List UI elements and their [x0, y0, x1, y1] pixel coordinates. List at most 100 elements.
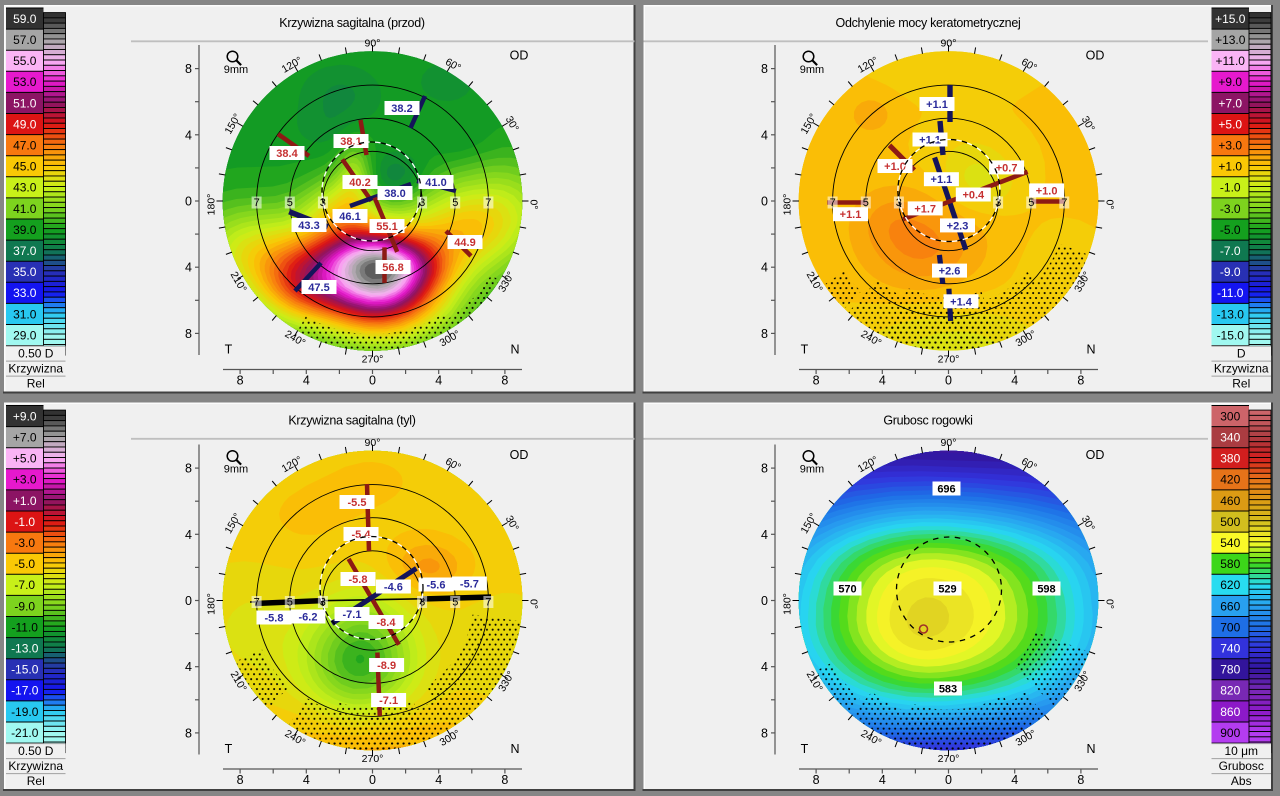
- svg-text:8: 8: [501, 374, 508, 388]
- svg-text:270°: 270°: [362, 354, 384, 366]
- svg-text:10 μm: 10 μm: [1224, 744, 1258, 758]
- svg-text:8: 8: [1077, 773, 1084, 787]
- svg-text:49.0: 49.0: [13, 117, 37, 131]
- svg-text:860: 860: [1220, 705, 1240, 719]
- svg-text:340: 340: [1220, 430, 1240, 444]
- svg-text:+9.0: +9.0: [13, 409, 37, 423]
- svg-text:-8.9: -8.9: [377, 660, 396, 672]
- svg-text:0: 0: [185, 594, 192, 608]
- svg-text:-1.0: -1.0: [1220, 181, 1241, 195]
- svg-text:Rel: Rel: [1232, 377, 1250, 391]
- svg-text:Krzywizna: Krzywizna: [1214, 362, 1269, 376]
- svg-text:8: 8: [1077, 374, 1084, 388]
- svg-text:-7.1: -7.1: [379, 695, 398, 707]
- svg-text:+2.3: +2.3: [947, 220, 969, 232]
- svg-text:9mm: 9mm: [224, 64, 248, 76]
- svg-text:OD: OD: [510, 448, 529, 462]
- svg-text:8: 8: [761, 462, 768, 476]
- svg-text:47.0: 47.0: [13, 138, 37, 152]
- svg-text:+5.0: +5.0: [13, 452, 37, 466]
- svg-text:570: 570: [838, 584, 856, 596]
- svg-text:29.0: 29.0: [13, 328, 37, 342]
- svg-text:56.8: 56.8: [382, 262, 403, 274]
- svg-text:+13.0: +13.0: [1215, 33, 1246, 47]
- svg-text:+1.0: +1.0: [1218, 160, 1242, 174]
- svg-text:40.2: 40.2: [349, 177, 370, 189]
- svg-text:OD: OD: [510, 49, 529, 63]
- svg-text:5: 5: [287, 197, 293, 209]
- svg-text:0°: 0°: [1104, 599, 1116, 609]
- svg-text:+9.0: +9.0: [1218, 75, 1242, 89]
- svg-text:8: 8: [501, 773, 508, 787]
- svg-text:0.50 D: 0.50 D: [18, 744, 54, 758]
- svg-text:5: 5: [863, 197, 869, 209]
- svg-text:0: 0: [761, 195, 768, 209]
- svg-text:660: 660: [1220, 599, 1240, 613]
- svg-text:-11.0: -11.0: [12, 620, 39, 634]
- svg-text:-11.0: -11.0: [1217, 286, 1244, 300]
- svg-text:+1.1: +1.1: [931, 174, 953, 186]
- svg-text:-3.0: -3.0: [14, 536, 35, 550]
- svg-text:N: N: [510, 343, 519, 357]
- svg-text:46.1: 46.1: [339, 211, 360, 223]
- svg-text:-7.0: -7.0: [1220, 244, 1241, 258]
- svg-text:-1.0: -1.0: [14, 515, 35, 529]
- svg-text:+0.4: +0.4: [962, 190, 985, 202]
- svg-text:N: N: [510, 742, 519, 756]
- svg-text:-13.0: -13.0: [11, 641, 39, 655]
- svg-text:270°: 270°: [938, 354, 960, 366]
- svg-text:8: 8: [761, 62, 768, 76]
- svg-text:9mm: 9mm: [800, 64, 824, 76]
- svg-text:+1.1: +1.1: [919, 135, 941, 147]
- svg-text:-8.4: -8.4: [377, 617, 397, 629]
- svg-text:57.0: 57.0: [13, 33, 37, 47]
- svg-text:8: 8: [185, 62, 192, 76]
- svg-text:Krzywizna sagitalna (tyl): Krzywizna sagitalna (tyl): [288, 414, 415, 428]
- svg-text:5: 5: [287, 597, 293, 609]
- svg-text:N: N: [1086, 343, 1095, 357]
- svg-text:420: 420: [1220, 473, 1240, 487]
- svg-text:-19.0: -19.0: [11, 705, 39, 719]
- svg-text:7: 7: [254, 197, 260, 209]
- svg-text:780: 780: [1220, 663, 1240, 677]
- svg-text:90°: 90°: [365, 38, 381, 50]
- svg-text:3: 3: [419, 597, 425, 609]
- svg-text:55.1: 55.1: [376, 221, 397, 233]
- svg-text:700: 700: [1220, 620, 1240, 634]
- svg-text:+3.0: +3.0: [13, 473, 37, 487]
- svg-text:4: 4: [761, 128, 768, 142]
- svg-text:39.0: 39.0: [13, 223, 37, 237]
- svg-text:Rel: Rel: [27, 774, 45, 788]
- svg-text:8: 8: [185, 462, 192, 476]
- svg-text:0: 0: [945, 374, 952, 388]
- svg-text:47.5: 47.5: [308, 282, 329, 294]
- svg-text:-15.0: -15.0: [1217, 328, 1245, 342]
- svg-text:8: 8: [237, 773, 244, 787]
- svg-text:-15.0: -15.0: [11, 663, 39, 677]
- svg-text:580: 580: [1220, 557, 1240, 571]
- svg-text:900: 900: [1220, 726, 1240, 740]
- svg-text:Rel: Rel: [27, 377, 45, 391]
- svg-text:+5.0: +5.0: [1218, 117, 1242, 131]
- svg-text:-5.6: -5.6: [427, 580, 446, 592]
- svg-text:Grubosc rogowki: Grubosc rogowki: [883, 414, 972, 428]
- svg-text:-3.0: -3.0: [1220, 202, 1241, 216]
- svg-text:+7.0: +7.0: [1218, 96, 1242, 110]
- svg-text:43.0: 43.0: [13, 181, 37, 195]
- svg-text:38.4: 38.4: [276, 148, 298, 160]
- svg-text:3: 3: [419, 197, 425, 209]
- svg-text:+1.0: +1.0: [13, 494, 37, 508]
- svg-text:Krzywizna: Krzywizna: [8, 362, 63, 376]
- svg-text:180°: 180°: [782, 194, 794, 216]
- svg-text:180°: 180°: [782, 593, 794, 615]
- svg-text:270°: 270°: [362, 753, 384, 765]
- svg-text:-5.4: -5.4: [352, 529, 372, 541]
- svg-text:0: 0: [761, 594, 768, 608]
- svg-text:7: 7: [830, 197, 836, 209]
- svg-text:41.0: 41.0: [13, 202, 37, 216]
- svg-text:0: 0: [945, 773, 952, 787]
- svg-text:90°: 90°: [941, 437, 957, 449]
- svg-text:460: 460: [1220, 494, 1240, 508]
- svg-text:5: 5: [452, 197, 458, 209]
- svg-text:33.0: 33.0: [13, 286, 37, 300]
